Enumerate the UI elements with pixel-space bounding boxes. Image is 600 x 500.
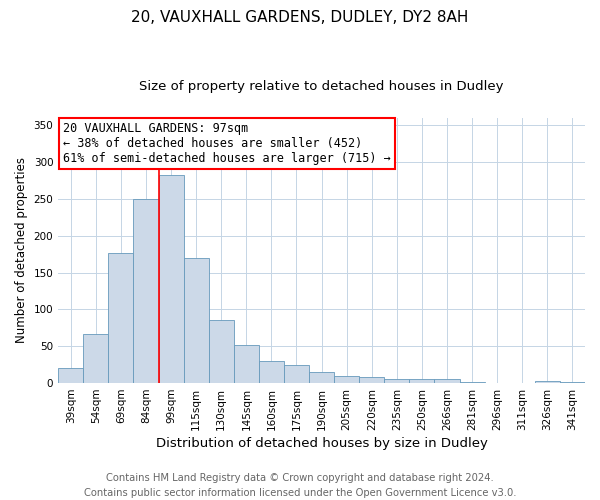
Bar [560, 382, 585, 383]
Bar [359, 377, 385, 383]
Bar [334, 376, 359, 383]
Bar [284, 366, 309, 383]
Bar [309, 372, 334, 383]
Bar [133, 199, 158, 383]
X-axis label: Distribution of detached houses by size in Dudley: Distribution of detached houses by size … [155, 437, 488, 450]
Bar [209, 320, 234, 383]
Bar [58, 368, 83, 383]
Y-axis label: Number of detached properties: Number of detached properties [15, 158, 28, 344]
Bar [259, 361, 284, 383]
Bar [460, 382, 485, 383]
Text: Contains HM Land Registry data © Crown copyright and database right 2024.
Contai: Contains HM Land Registry data © Crown c… [84, 472, 516, 498]
Bar [409, 380, 434, 383]
Text: 20, VAUXHALL GARDENS, DUDLEY, DY2 8AH: 20, VAUXHALL GARDENS, DUDLEY, DY2 8AH [131, 10, 469, 25]
Bar [385, 378, 409, 383]
Bar [158, 174, 184, 383]
Bar [535, 381, 560, 383]
Bar [234, 344, 259, 383]
Bar [109, 254, 133, 383]
Bar [83, 334, 109, 383]
Text: 20 VAUXHALL GARDENS: 97sqm
← 38% of detached houses are smaller (452)
61% of sem: 20 VAUXHALL GARDENS: 97sqm ← 38% of deta… [64, 122, 391, 165]
Bar [184, 258, 209, 383]
Bar [434, 380, 460, 383]
Title: Size of property relative to detached houses in Dudley: Size of property relative to detached ho… [139, 80, 504, 93]
